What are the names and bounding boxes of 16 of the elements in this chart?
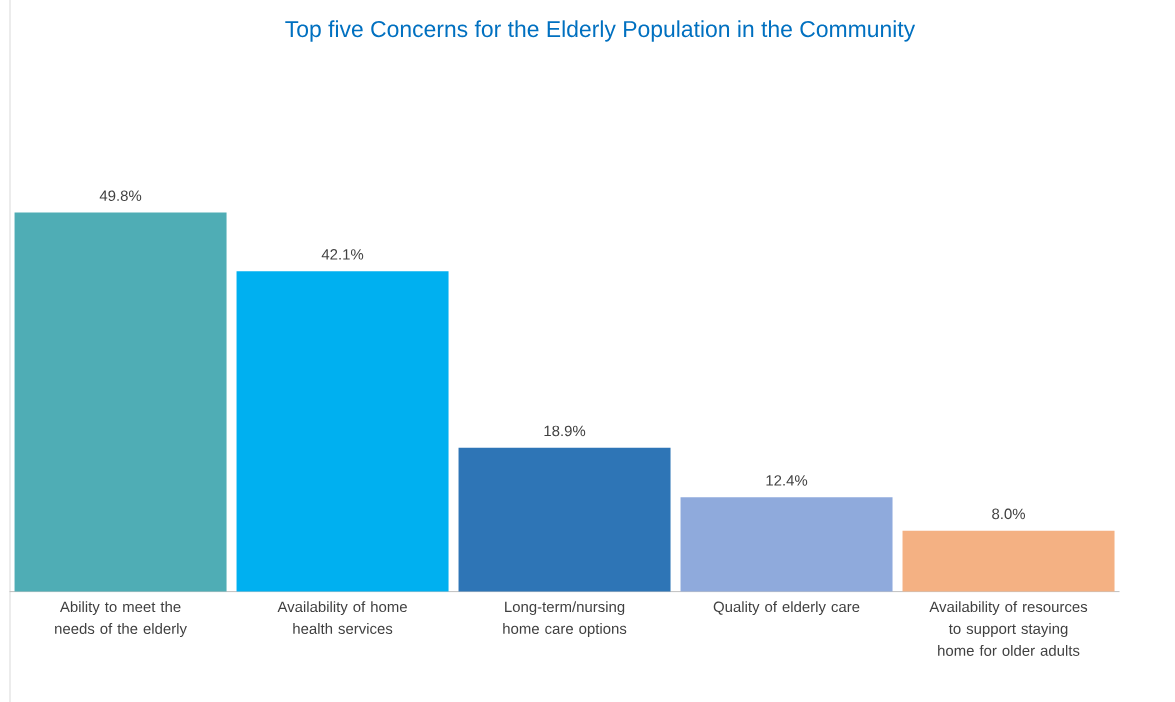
bar bbox=[902, 530, 1115, 592]
x-tick-label: Quality of elderly care bbox=[713, 601, 860, 616]
bar bbox=[14, 212, 227, 592]
bar bbox=[680, 497, 893, 592]
data-label: 8.0% bbox=[992, 508, 1026, 520]
data-label: 42.1% bbox=[321, 249, 364, 260]
x-tick-label: Ability to meet the needs of the elderly bbox=[55, 601, 187, 637]
data-label: 18.9% bbox=[544, 425, 586, 437]
data-label: 12.4% bbox=[766, 475, 808, 486]
bar bbox=[458, 447, 671, 592]
x-tick-label: Long-term/nursing home care options bbox=[503, 601, 627, 637]
x-tick-label: Availability of home health services bbox=[277, 601, 407, 635]
data-label: 49.8% bbox=[99, 190, 142, 201]
bar bbox=[236, 271, 449, 592]
x-tick-label: Availability of resources to support staying home for older adults bbox=[929, 601, 1088, 656]
chart-title: Top five Concerns for the Elderly Population in the Community bbox=[285, 20, 916, 42]
